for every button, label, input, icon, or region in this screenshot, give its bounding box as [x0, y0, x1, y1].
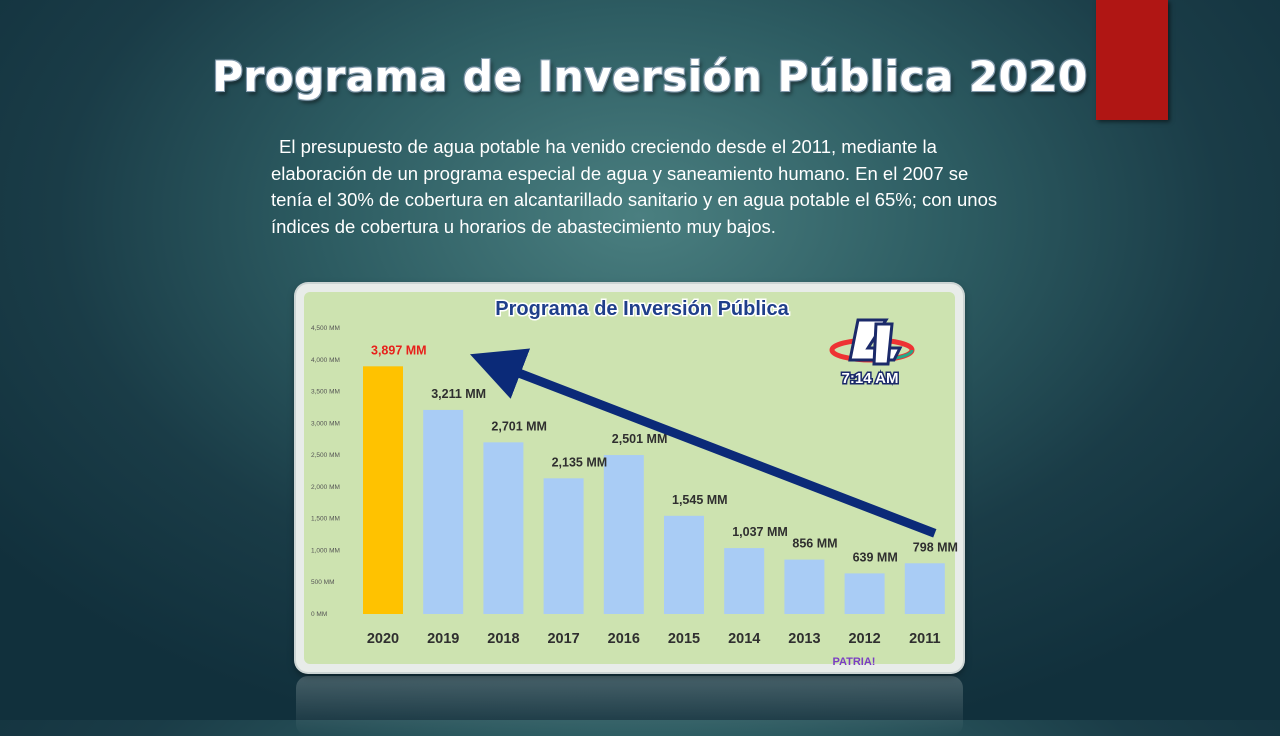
x-category-label: 2013: [788, 631, 820, 647]
logo-time: 7:14 AM: [842, 370, 899, 387]
bar-2012: [844, 573, 885, 614]
x-category-label: 2014: [728, 631, 760, 647]
watermark-text: PATRIA!: [833, 656, 876, 668]
x-category-label: 2016: [608, 631, 640, 647]
bar-value-label: 2,701 MM: [491, 419, 547, 433]
bar-value-label: 1,037 MM: [732, 525, 788, 539]
y-tick-label: 4,000 MM: [311, 357, 340, 364]
red-accent-tab: [1096, 0, 1168, 120]
chart-panel: Programa de Inversión Pública 0 MM 500 MM…: [296, 284, 963, 672]
bar-value-label: 856 MM: [792, 537, 837, 551]
bar-2013: [784, 559, 825, 614]
bar-value-label: 2,501 MM: [612, 432, 668, 446]
chart-title: Programa de Inversión Pública: [495, 298, 789, 320]
x-category-label: 2012: [848, 631, 880, 647]
bar-2019: [423, 409, 464, 614]
bar-2020: [363, 366, 403, 614]
y-tick-label: 3,500 MM: [311, 389, 340, 396]
bar-value-label: 798 MM: [913, 540, 958, 554]
y-tick-label: 3,000 MM: [311, 420, 340, 427]
bar-2011: [904, 563, 945, 614]
trend-arrow: [470, 348, 937, 538]
bar-value-label: 2,135 MM: [552, 455, 608, 469]
y-tick-label: 0 MM: [311, 611, 327, 618]
x-category-label: 2019: [427, 631, 459, 647]
bar-2014: [724, 548, 765, 614]
slide-paragraph: El presupuesto de agua potable ha venido…: [271, 134, 1011, 240]
bar-chart: Programa de Inversión Pública 0 MM 500 MM…: [304, 292, 958, 668]
x-category-label: 2017: [547, 631, 579, 647]
channel-4-logo-icon: [829, 318, 915, 366]
y-tick-label: 2,500 MM: [311, 452, 340, 459]
y-tick-label: 1,500 MM: [311, 516, 340, 523]
slide-title: Programa de Inversión Pública 2020: [212, 52, 1088, 101]
y-tick-label: 1,000 MM: [311, 547, 340, 554]
bar-value-label: 1,545 MM: [672, 493, 728, 507]
bar-2015: [664, 515, 704, 614]
bar-value-label: 639 MM: [853, 550, 898, 564]
x-category-label: 2020: [367, 631, 399, 647]
y-tick-label: 2,000 MM: [311, 484, 340, 491]
bar-value-label: 3,211 MM: [431, 387, 486, 401]
x-category-label: 2018: [487, 631, 519, 647]
x-category-label: 2015: [668, 631, 700, 647]
y-tick-label: 4,500 MM: [311, 325, 340, 332]
bar-2016: [603, 455, 644, 614]
chart-reflection: [296, 676, 963, 736]
paragraph-text: El presupuesto de agua potable ha venido…: [271, 136, 998, 237]
x-category-label: 2011: [909, 631, 940, 647]
y-tick-label: 500 MM: [311, 579, 334, 586]
bar-value-label: 3,897 MM: [371, 343, 427, 357]
bar-2017: [543, 478, 584, 614]
bar-2018: [483, 442, 524, 614]
